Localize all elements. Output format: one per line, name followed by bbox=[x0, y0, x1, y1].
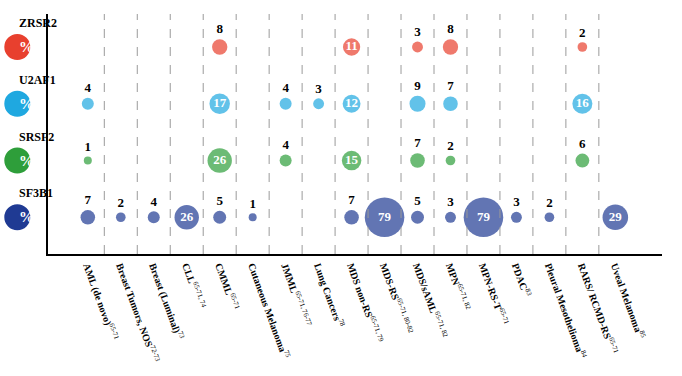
svg-text:9: 9 bbox=[414, 78, 421, 93]
svg-text:RARS/ RCMD-RS​65-71​: RARS/ RCMD-RS​65-71​ bbox=[576, 261, 620, 356]
svg-text:8: 8 bbox=[447, 21, 454, 36]
svg-text:3: 3 bbox=[513, 194, 520, 209]
svg-text:7: 7 bbox=[447, 78, 454, 93]
svg-text:Breast (Luminal)​73​: Breast (Luminal)​73​ bbox=[146, 261, 186, 342]
svg-text:%: % bbox=[19, 209, 34, 225]
svg-text:26: 26 bbox=[213, 152, 227, 167]
svg-text:12: 12 bbox=[345, 95, 358, 110]
svg-text:3: 3 bbox=[447, 194, 454, 209]
svg-text:7: 7 bbox=[348, 192, 355, 207]
svg-text:4: 4 bbox=[85, 80, 92, 95]
svg-text:Lung Cancers​78​: Lung Cancers​78​ bbox=[312, 261, 347, 329]
svg-text:8: 8 bbox=[216, 21, 223, 36]
svg-text:Pleural Mesothelioma​84​: Pleural Mesothelioma​84​ bbox=[543, 261, 589, 360]
svg-text:%: % bbox=[19, 39, 34, 55]
svg-text:Uveal Melanoma​85​: Uveal Melanoma​85​ bbox=[609, 261, 648, 340]
svg-text:JMML​65-71, 76-77​: JMML​65-71, 76-77​ bbox=[279, 261, 313, 328]
svg-text:%: % bbox=[19, 153, 34, 169]
svg-text:16: 16 bbox=[576, 95, 590, 110]
svg-text:17: 17 bbox=[213, 95, 227, 110]
svg-text:SF3B1: SF3B1 bbox=[19, 186, 53, 200]
svg-text:MPN​65-71, 82​: MPN​65-71, 82​ bbox=[444, 261, 473, 312]
svg-text:2: 2 bbox=[447, 138, 454, 153]
svg-text:SRSF2: SRSF2 bbox=[19, 130, 54, 144]
svg-text:Cutaneous Melanoma​75​: Cutaneous Melanoma​75​ bbox=[246, 261, 292, 360]
svg-text:2: 2 bbox=[579, 25, 586, 40]
svg-text:2: 2 bbox=[118, 195, 125, 210]
svg-text:15: 15 bbox=[345, 152, 359, 167]
svg-text:6: 6 bbox=[579, 136, 586, 151]
svg-text:CLL​65-71, 74​: CLL​65-71, 74​ bbox=[180, 261, 208, 310]
svg-text:7: 7 bbox=[85, 192, 92, 207]
svg-text:79: 79 bbox=[378, 209, 392, 224]
svg-text:AML (de novo)​65-71​: AML (de novo)​65-71​ bbox=[80, 261, 120, 342]
svg-text:4: 4 bbox=[282, 80, 289, 95]
svg-text:MDS-RS​65-71, 80-82​: MDS-RS​65-71, 80-82​ bbox=[378, 261, 415, 336]
svg-text:3: 3 bbox=[414, 24, 421, 39]
svg-text:1: 1 bbox=[249, 196, 256, 211]
svg-text:MPN-RS-T​65-71​: MPN-RS-T​65-71​ bbox=[477, 261, 511, 327]
svg-text:4: 4 bbox=[151, 194, 158, 209]
svg-text:%: % bbox=[19, 96, 34, 112]
svg-text:29: 29 bbox=[609, 209, 623, 224]
svg-text:5: 5 bbox=[216, 193, 223, 208]
svg-text:11: 11 bbox=[345, 38, 357, 53]
svg-text:3: 3 bbox=[315, 81, 322, 96]
svg-text:4: 4 bbox=[282, 137, 289, 152]
svg-text:MDS non-RS​65-71, 79​: MDS non-RS​65-71, 79​ bbox=[345, 261, 385, 344]
svg-text:2: 2 bbox=[546, 195, 553, 210]
svg-text:CMML​65-71​: CMML​65-71​ bbox=[213, 261, 241, 312]
svg-text:26: 26 bbox=[180, 209, 194, 224]
svg-text:1: 1 bbox=[85, 139, 92, 154]
svg-text:U2AF1: U2AF1 bbox=[19, 73, 56, 87]
svg-text:79: 79 bbox=[477, 209, 491, 224]
svg-text:7: 7 bbox=[414, 135, 421, 150]
svg-text:ZRSR2: ZRSR2 bbox=[19, 16, 57, 30]
svg-text:MDS/sAML​65-71, 82​: MDS/sAML​65-71, 82​ bbox=[411, 261, 450, 340]
svg-text:5: 5 bbox=[414, 193, 421, 208]
svg-text:Breast Tumors, NOS​72-73​: Breast Tumors, NOS​72-73​ bbox=[114, 261, 161, 364]
svg-text:PDAC​83​: PDAC​83​ bbox=[510, 261, 534, 298]
